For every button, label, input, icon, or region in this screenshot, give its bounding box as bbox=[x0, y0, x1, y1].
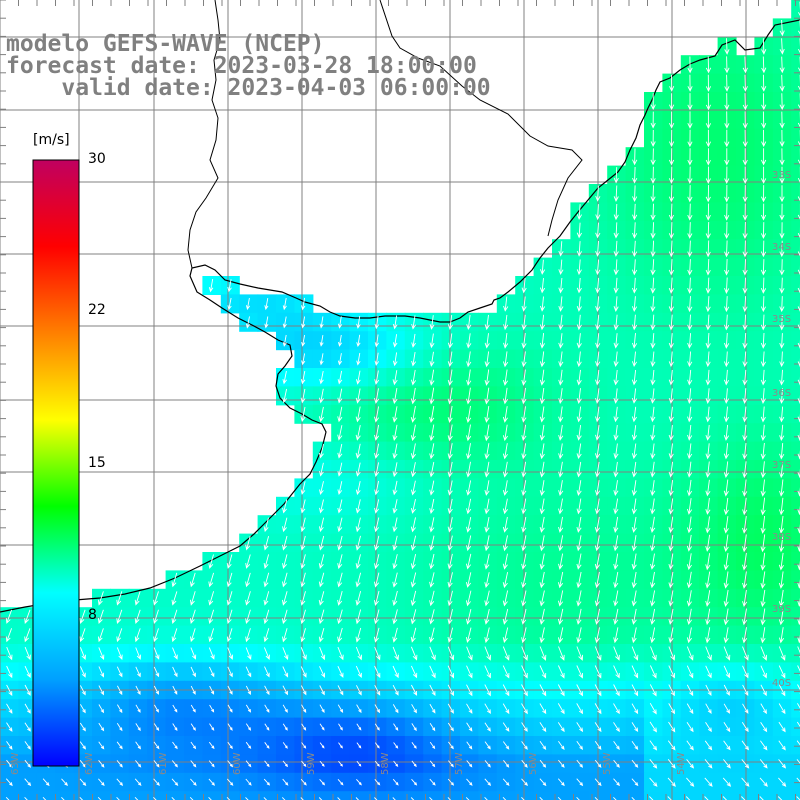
longitude-label: 61W bbox=[158, 752, 169, 775]
longitude-label: 62W bbox=[84, 752, 95, 775]
colorbar-tick-30: 30 bbox=[88, 151, 106, 167]
longitude-label: 57W bbox=[454, 752, 465, 775]
latitude-label: 39S bbox=[772, 604, 791, 615]
latitude-label: 33S bbox=[772, 170, 791, 181]
longitude-labels: 63W 62W 61W 60W 59W 58W 57W 56W 55W 54W bbox=[10, 752, 687, 775]
longitude-label: 60W bbox=[232, 752, 243, 775]
latitude-label: 36S bbox=[772, 388, 791, 399]
wind-arrows bbox=[5, 1, 800, 800]
colorbar-tick-8: 8 bbox=[88, 607, 97, 623]
latitude-labels: 33S 34S 35S 36S 37S 38S 39S 40S bbox=[772, 170, 791, 689]
valid-date: valid date: 2023-04-03 06:00:00 bbox=[6, 75, 491, 101]
longitude-label: 59W bbox=[306, 752, 317, 775]
colorbar-units: [m/s] bbox=[33, 132, 70, 148]
colorbar-tick-22: 22 bbox=[88, 302, 106, 318]
inland-boundary bbox=[187, 0, 583, 269]
latitude-label: 37S bbox=[772, 460, 791, 471]
longitude-label: 56W bbox=[528, 752, 539, 775]
longitude-label: 58W bbox=[380, 752, 391, 775]
longitude-label: 55W bbox=[602, 752, 613, 775]
colorbar bbox=[32, 159, 80, 767]
latitude-label: 40S bbox=[772, 678, 791, 689]
longitude-label: 63W bbox=[10, 752, 21, 775]
coastline bbox=[0, 19, 800, 613]
longitude-label: 54W bbox=[676, 752, 687, 775]
latitude-label: 38S bbox=[772, 532, 791, 543]
latitude-label: 34S bbox=[772, 242, 791, 253]
colorbar-tick-15: 15 bbox=[88, 455, 106, 471]
model-title: modelo GEFS-WAVE (NCEP) bbox=[6, 31, 325, 57]
latitude-label: 35S bbox=[772, 314, 791, 325]
forecast-date: forecast date: 2023-03-28 18:00:00 bbox=[6, 53, 477, 79]
